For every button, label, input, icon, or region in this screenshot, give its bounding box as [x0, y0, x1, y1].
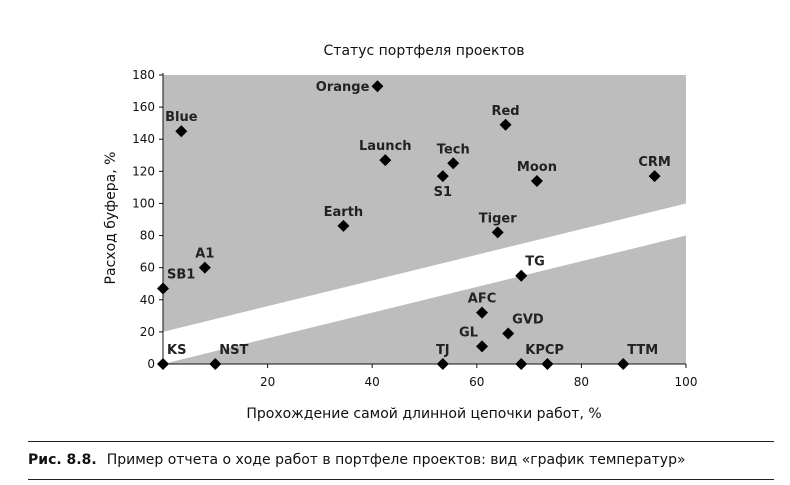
caption-label: Рис. 8.8. [28, 452, 97, 468]
data-label: Moon [517, 160, 557, 175]
data-label: GL [459, 325, 478, 340]
portfolio-scatter-chart: Статус портфеля проектов Расход буфера, … [103, 43, 697, 422]
y-tick-label: 180 [132, 68, 155, 82]
y-tick-label: 0 [147, 357, 155, 371]
data-point [371, 80, 384, 93]
data-point [175, 125, 188, 138]
data-point [499, 118, 512, 131]
data-label: KPCP [525, 343, 564, 358]
data-point [436, 358, 449, 370]
data-label: Blue [165, 110, 198, 125]
data-point [530, 174, 543, 187]
figure-caption: Рис. 8.8. Пример отчета о ходе работ в по… [28, 452, 686, 468]
top-rule [28, 441, 774, 442]
chart-title: Статус портфеля проектов [324, 43, 525, 59]
data-label: Tech [437, 142, 470, 157]
y-tick-label: 60 [140, 261, 155, 275]
y-tick-label: 120 [132, 164, 155, 178]
data-point [491, 226, 504, 239]
data-label: Orange [316, 80, 370, 95]
data-label: TJ [436, 343, 450, 358]
x-tick-label: 100 [675, 375, 698, 389]
data-point [515, 269, 528, 282]
data-point [447, 157, 460, 170]
data-label: A1 [195, 247, 214, 262]
data-label: SB1 [167, 268, 195, 283]
data-point [502, 327, 515, 340]
y-tick-label: 160 [132, 100, 155, 114]
data-label: Tiger [479, 211, 517, 226]
data-point [198, 261, 211, 274]
data-point [209, 358, 222, 370]
plot-area: 0 20 40 60 80 100 120 140 160 180 20 40 60 80 100 Orang… [132, 68, 697, 389]
data-label: Launch [359, 139, 412, 154]
data-point [436, 170, 449, 183]
data-point [541, 358, 554, 370]
y-tick-label: 40 [140, 293, 155, 307]
data-point [476, 340, 489, 353]
data-point [476, 306, 489, 319]
data-point [337, 219, 350, 232]
y-tick-label: 100 [132, 196, 155, 210]
x-tick-label: 40 [365, 375, 380, 389]
data-label: AFC [468, 292, 496, 307]
y-tick-label: 20 [140, 325, 155, 339]
data-point [379, 154, 392, 167]
data-label: TG [525, 255, 545, 270]
lower-zone [163, 235, 686, 364]
y-tick-label: 80 [140, 229, 155, 243]
data-point [617, 358, 630, 370]
data-point [515, 358, 528, 370]
upper-zone [163, 75, 686, 332]
y-axis-label: Расход буфера, % [103, 152, 119, 285]
caption-text: Пример отчета о ходе работ в портфеле пр… [106, 452, 686, 468]
data-label: CRM [638, 155, 671, 170]
data-label: Earth [324, 205, 364, 220]
y-tick-label: 140 [132, 132, 155, 146]
data-point [157, 358, 169, 370]
x-tick-label: 60 [469, 375, 484, 389]
data-label: GVD [512, 312, 544, 327]
data-label: TTM [627, 343, 658, 358]
bottom-rule [28, 479, 774, 480]
data-label: Red [491, 104, 519, 119]
x-tick-label: 80 [574, 375, 589, 389]
data-label: KS [167, 343, 186, 358]
data-point [157, 282, 169, 295]
x-axis-label: Прохождение самой длинной цепочки работ,… [246, 406, 601, 422]
x-tick-label: 20 [260, 375, 275, 389]
data-label: S1 [434, 185, 452, 200]
data-label: NST [219, 343, 248, 358]
data-point [648, 170, 661, 183]
